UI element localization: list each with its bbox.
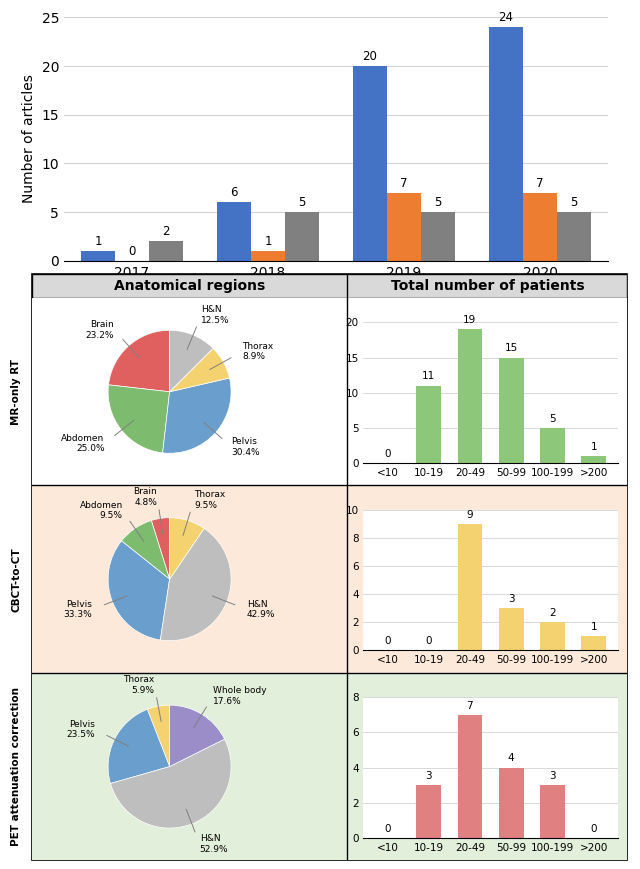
Text: 7: 7 xyxy=(400,176,408,189)
Text: Thorax
5.9%: Thorax 5.9% xyxy=(123,675,154,694)
Text: 7: 7 xyxy=(467,700,473,711)
Text: 1: 1 xyxy=(590,441,597,452)
Bar xyxy=(581,456,606,463)
Bar xyxy=(499,767,524,838)
Bar xyxy=(523,193,557,261)
Text: CBCT-to-CT: CBCT-to-CT xyxy=(12,547,21,612)
Text: Brain
4.8%: Brain 4.8% xyxy=(133,488,157,507)
Text: 2: 2 xyxy=(549,608,556,618)
Bar xyxy=(499,608,524,650)
Text: Anatomical regions: Anatomical regions xyxy=(114,279,266,293)
Text: Abdomen
25.0%: Abdomen 25.0% xyxy=(61,434,105,453)
Text: 5: 5 xyxy=(298,196,306,209)
Wedge shape xyxy=(108,385,170,453)
Bar xyxy=(32,298,348,486)
Bar xyxy=(251,251,285,261)
Text: Pelvis
30.4%: Pelvis 30.4% xyxy=(232,437,260,457)
Text: 5: 5 xyxy=(435,196,442,209)
Bar xyxy=(32,673,348,860)
Bar xyxy=(458,524,483,650)
Wedge shape xyxy=(111,740,231,828)
Bar xyxy=(581,636,606,650)
Text: 3: 3 xyxy=(549,771,556,781)
Text: 0: 0 xyxy=(384,448,390,459)
Bar xyxy=(489,27,523,261)
Wedge shape xyxy=(108,709,170,784)
Text: H&N
42.9%: H&N 42.9% xyxy=(247,600,275,620)
Legend: MR-only RT, CBCT to CT, sCT for PET AC: MR-only RT, CBCT to CT, sCT for PET AC xyxy=(59,310,434,333)
Text: Abdomen
9.5%: Abdomen 9.5% xyxy=(79,501,123,521)
Text: 0: 0 xyxy=(128,245,136,258)
Wedge shape xyxy=(147,705,170,766)
Wedge shape xyxy=(163,378,231,454)
Bar xyxy=(421,212,455,261)
Text: 7: 7 xyxy=(536,176,544,189)
Wedge shape xyxy=(108,541,170,640)
Text: 1: 1 xyxy=(94,235,102,248)
Wedge shape xyxy=(151,518,170,579)
Text: PET attenuation correction: PET attenuation correction xyxy=(12,687,21,846)
Wedge shape xyxy=(170,518,204,579)
Bar xyxy=(348,673,627,860)
Bar xyxy=(348,486,627,673)
Text: 5: 5 xyxy=(549,414,556,423)
Text: 4: 4 xyxy=(508,753,515,763)
Bar xyxy=(458,715,483,838)
Text: 1: 1 xyxy=(264,235,272,248)
Text: 24: 24 xyxy=(499,11,513,24)
Text: 6: 6 xyxy=(230,186,237,199)
Text: Thorax
8.9%: Thorax 8.9% xyxy=(242,342,273,362)
Bar xyxy=(81,251,115,261)
Bar xyxy=(416,386,441,463)
Y-axis label: Number of articles: Number of articles xyxy=(22,75,36,203)
Text: 3: 3 xyxy=(426,771,432,781)
Bar xyxy=(499,357,524,463)
Bar xyxy=(458,329,483,463)
Text: Pelvis
33.3%: Pelvis 33.3% xyxy=(63,600,92,620)
Bar xyxy=(149,242,183,261)
Text: Thorax
9.5%: Thorax 9.5% xyxy=(194,490,225,509)
Text: 0: 0 xyxy=(384,636,390,647)
Bar xyxy=(540,622,564,650)
Bar xyxy=(32,274,627,298)
Bar xyxy=(540,785,564,838)
Text: 0: 0 xyxy=(426,636,432,647)
Bar xyxy=(557,212,591,261)
Bar xyxy=(387,193,421,261)
Wedge shape xyxy=(161,528,231,640)
Bar xyxy=(540,428,564,463)
Text: Total number of patients: Total number of patients xyxy=(390,279,584,293)
Text: 0: 0 xyxy=(591,824,597,833)
Wedge shape xyxy=(170,705,225,766)
Bar xyxy=(32,486,348,673)
Text: 15: 15 xyxy=(504,343,518,354)
Bar xyxy=(353,66,387,261)
Text: H&N
12.5%: H&N 12.5% xyxy=(202,305,230,325)
Bar xyxy=(416,785,441,838)
Text: 19: 19 xyxy=(463,315,477,325)
Wedge shape xyxy=(170,330,213,392)
Wedge shape xyxy=(109,330,170,392)
Wedge shape xyxy=(122,521,170,579)
Text: 11: 11 xyxy=(422,371,435,381)
Text: 2: 2 xyxy=(163,225,170,238)
Text: 5: 5 xyxy=(570,196,578,209)
Text: 20: 20 xyxy=(363,50,378,63)
Text: Whole body
17.6%: Whole body 17.6% xyxy=(213,687,267,706)
Text: 3: 3 xyxy=(508,594,515,604)
Bar xyxy=(217,202,251,261)
Text: Pelvis
23.5%: Pelvis 23.5% xyxy=(67,720,95,740)
Text: 0: 0 xyxy=(384,824,390,833)
Text: 1: 1 xyxy=(590,622,597,632)
Text: Brain
23.2%: Brain 23.2% xyxy=(86,320,115,340)
Wedge shape xyxy=(170,348,230,392)
Text: MR-only RT: MR-only RT xyxy=(12,359,21,425)
Bar xyxy=(348,298,627,486)
Text: H&N
52.9%: H&N 52.9% xyxy=(200,834,228,853)
Text: 9: 9 xyxy=(467,510,473,520)
Bar xyxy=(285,212,319,261)
